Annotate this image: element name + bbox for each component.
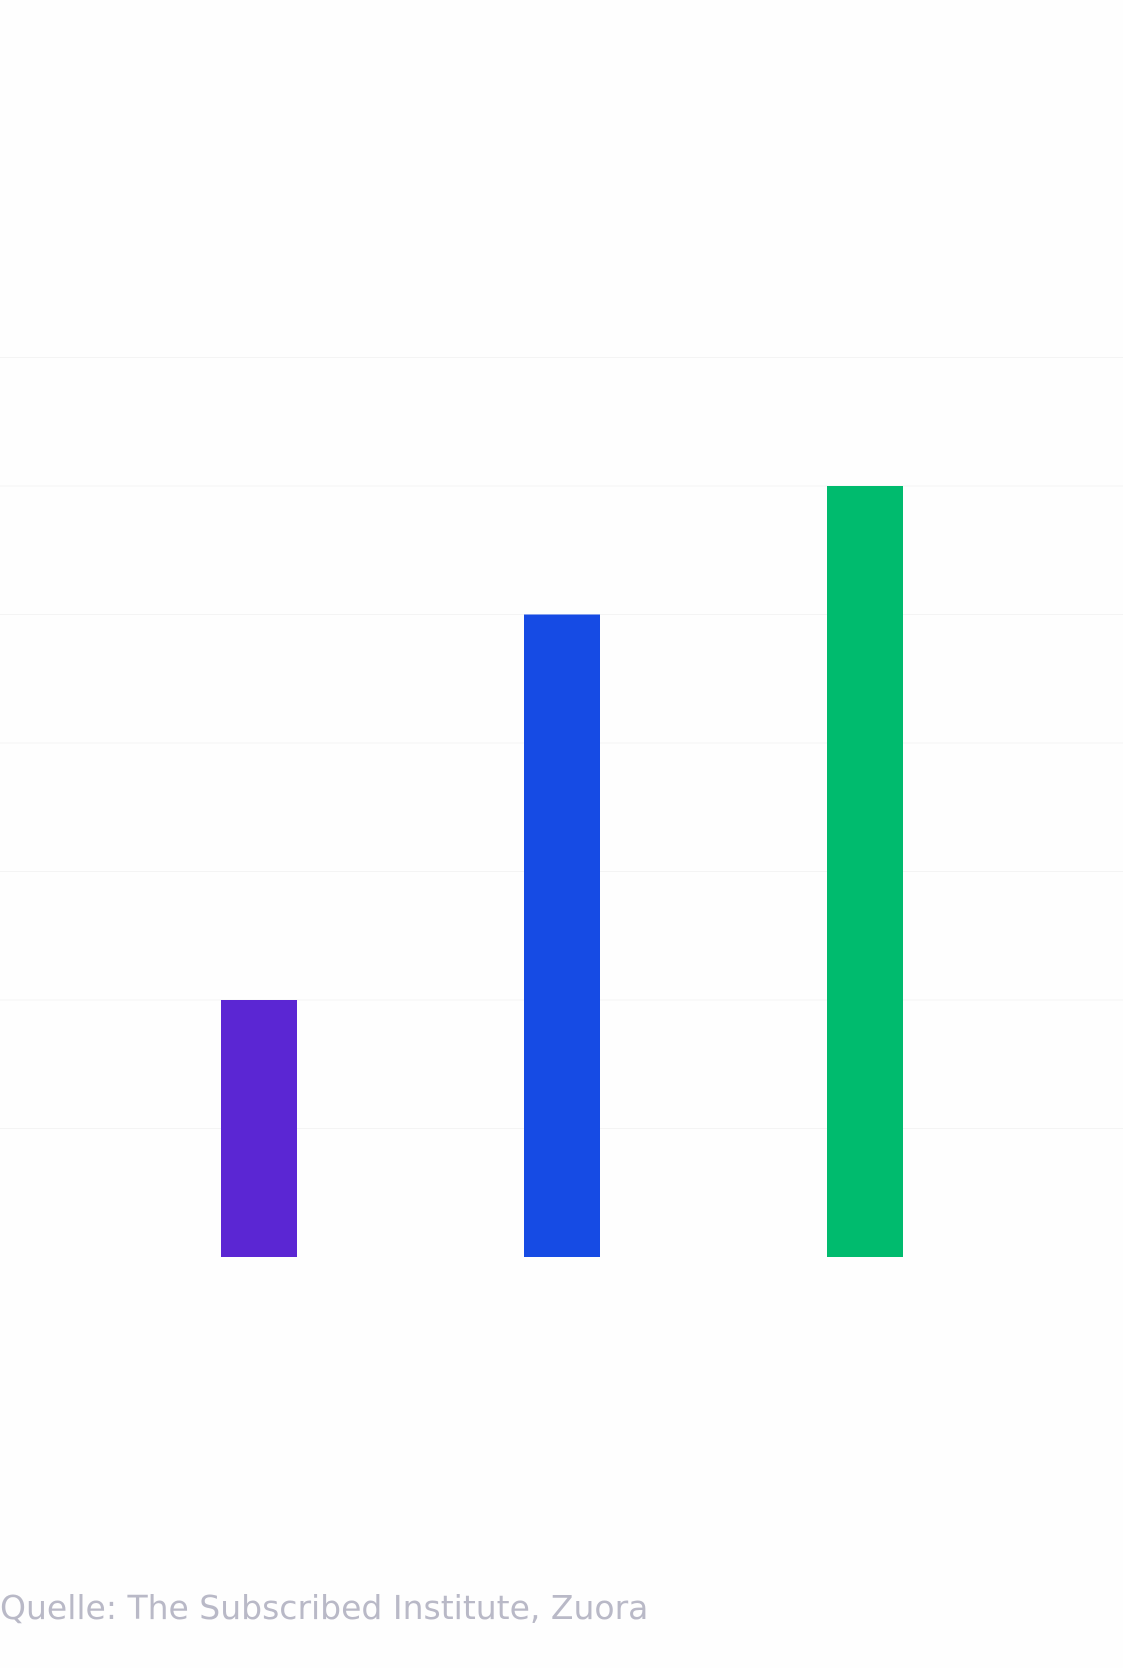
bar-3: [827, 486, 903, 1257]
source-note: Quelle: The Subscribed Institute, Zuora: [0, 1588, 649, 1627]
bars: [221, 486, 903, 1257]
bar-2: [524, 614, 600, 1257]
bar-1: [221, 1000, 297, 1257]
